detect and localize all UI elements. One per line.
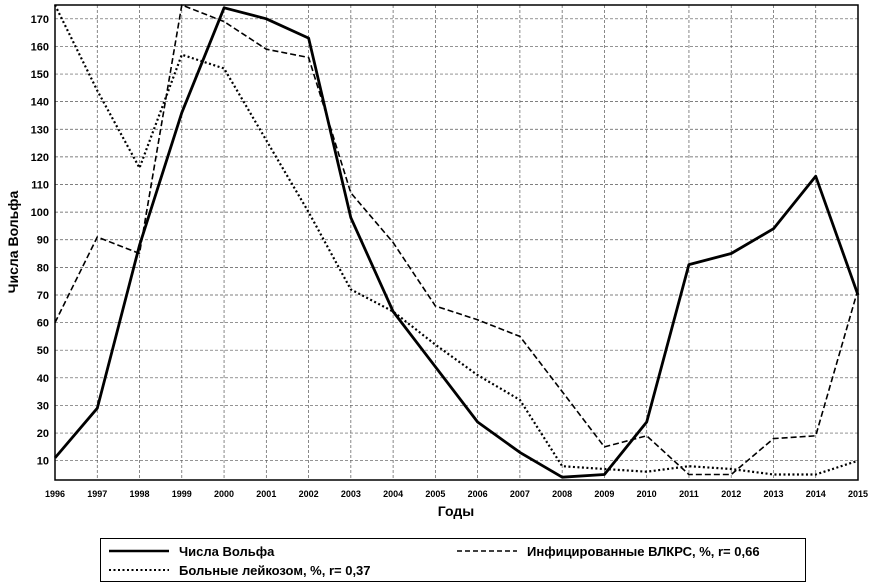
x-tick-label: 2010 xyxy=(637,489,657,499)
x-tick-label: 2005 xyxy=(425,489,445,499)
y-tick-label: 60 xyxy=(37,318,49,330)
legend-item-leukemia: Больные лейкозом, %, r= 0,37 xyxy=(109,561,371,579)
series-line-solid xyxy=(53,6,860,479)
x-tick-label: 2009 xyxy=(594,489,614,499)
plot-frame xyxy=(54,4,859,481)
y-tick-label: 30 xyxy=(37,400,49,412)
x-tick-label: 2013 xyxy=(763,489,783,499)
y-tick-label: 110 xyxy=(31,180,49,192)
x-tick-label: 2011 xyxy=(679,489,699,499)
x-tick-label: 1997 xyxy=(87,489,107,499)
series-lines xyxy=(53,4,860,479)
x-tick-label: 2003 xyxy=(341,489,361,499)
legend-label-wolf: Числа Вольфа xyxy=(179,543,275,559)
series-line-dotted xyxy=(54,4,859,476)
legend-swatch-solid xyxy=(109,549,169,553)
grid-lines xyxy=(55,5,858,480)
y-tick-label: 80 xyxy=(37,262,49,274)
plot-area xyxy=(55,5,858,480)
y-tick-label: 50 xyxy=(37,345,49,357)
y-tick-label: 120 xyxy=(31,152,49,164)
x-tick-labels: 1996 1997 1998 1999 2000 2001 2002 2003 2004 2005… xyxy=(45,489,868,499)
y-tick-label: 170 xyxy=(31,14,49,26)
x-tick-label: 2007 xyxy=(510,489,530,499)
y-tick-label: 140 xyxy=(31,97,49,109)
y-tick-label: 160 xyxy=(31,41,49,53)
y-tick-labels: 10 20 30 40 50 60 70 80 90 100 110 120 130 140 150 160 1… xyxy=(31,14,49,468)
y-tick-label: 40 xyxy=(37,373,49,385)
y-axis-title: Числа Вольфа xyxy=(5,190,21,293)
x-axis-title: Годы xyxy=(438,503,474,519)
legend: Числа Вольфа Инфицированные ВЛКРС, %, r=… xyxy=(100,538,806,582)
x-tick-label: 1998 xyxy=(130,489,150,499)
y-tick-label: 150 xyxy=(31,69,49,81)
y-tick-label: 10 xyxy=(37,456,49,468)
y-tick-label: 130 xyxy=(31,124,49,136)
legend-item-infected: Инфицированные ВЛКРС, %, r= 0,66 xyxy=(457,542,760,560)
legend-item-wolf: Числа Вольфа xyxy=(109,542,274,560)
legend-label-infected: Инфицированные ВЛКРС, %, r= 0,66 xyxy=(527,543,760,559)
x-tick-label: 2014 xyxy=(806,489,826,499)
legend-label-leukemia: Больные лейкозом, %, r= 0,37 xyxy=(179,562,371,578)
x-tick-label: 2012 xyxy=(721,489,741,499)
x-tick-label: 2002 xyxy=(299,489,319,499)
y-tick-label: 70 xyxy=(37,290,49,302)
y-tick-label: 100 xyxy=(31,207,49,219)
line-chart: 10 20 30 40 50 60 70 80 90 100 110 120 130 140 150 160 1… xyxy=(5,4,868,519)
legend-swatch-dotted xyxy=(109,569,169,571)
x-tick-label: 2006 xyxy=(468,489,488,499)
x-tick-label: 2001 xyxy=(256,489,276,499)
series-line-dashed xyxy=(54,4,859,476)
y-tick-label: 20 xyxy=(37,428,49,440)
x-tick-label: 2015 xyxy=(848,489,868,499)
x-tick-label: 2004 xyxy=(383,489,403,499)
y-tick-label: 90 xyxy=(37,235,49,247)
x-tick-label: 2008 xyxy=(552,489,572,499)
x-tick-label: 1999 xyxy=(172,489,192,499)
x-tick-label: 2000 xyxy=(214,489,234,499)
x-tick-label: 1996 xyxy=(45,489,65,499)
legend-swatch-dashed xyxy=(457,550,517,552)
